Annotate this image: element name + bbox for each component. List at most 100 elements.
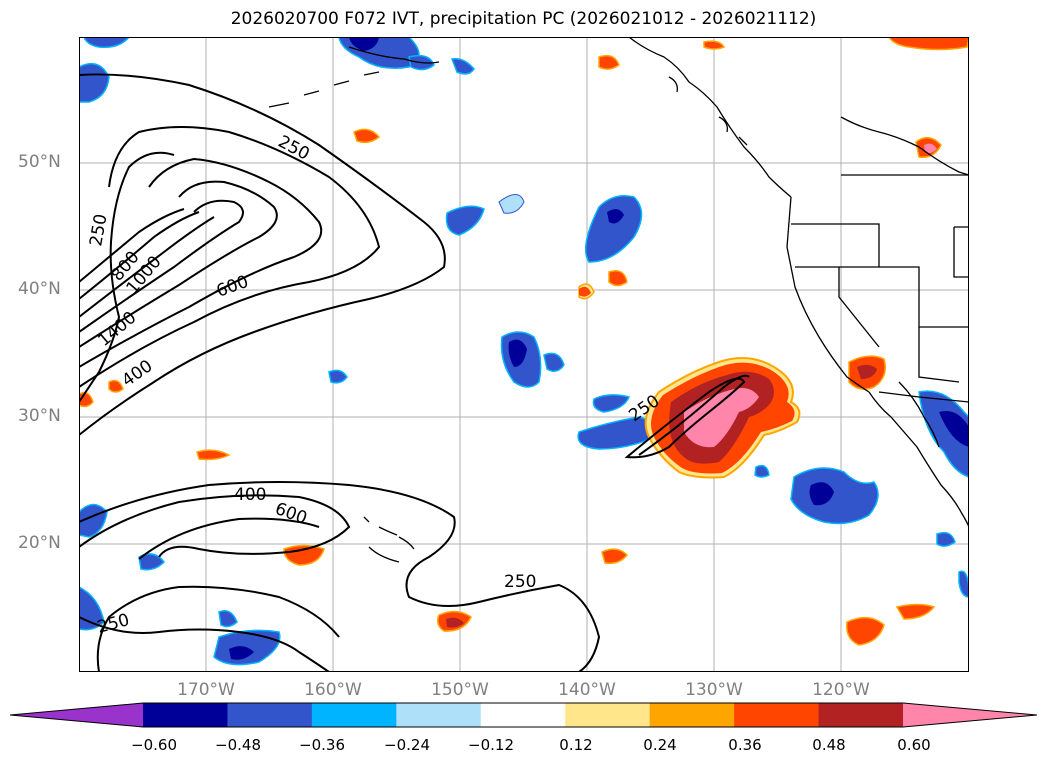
us-west-coast [786, 196, 870, 393]
colorbar-tick-label: 0.12 [559, 736, 593, 754]
precip-patch [895, 603, 936, 620]
ivt-contour-inner [79, 208, 185, 283]
colorbar-tick-label: 0.24 [643, 736, 677, 754]
precip-patch [79, 62, 110, 103]
lon-label-130w: 130°W [685, 680, 743, 700]
gulf-california [898, 381, 940, 448]
lat-label-30n: 30°N [18, 406, 61, 426]
inland-border [840, 116, 969, 176]
colorbar-segment [818, 703, 904, 727]
precip-patch [543, 352, 565, 372]
mexico-border [878, 391, 969, 403]
precip-patch [958, 570, 969, 598]
colorbar-segment [649, 703, 735, 727]
ivt-contour-south-400 [79, 494, 351, 558]
colorbar-outline [10, 702, 1037, 728]
state-border-az [918, 327, 960, 383]
precip-patch [353, 128, 381, 144]
bc-islands [668, 76, 748, 146]
precip-patch [684, 388, 759, 448]
lon-label-140w: 140°W [558, 680, 616, 700]
aleutian-chain [268, 71, 380, 108]
precip-patch [450, 57, 475, 75]
lon-label-150w: 150°W [431, 680, 489, 700]
precip-patch [108, 379, 124, 393]
colorbar-tick-label: 0.60 [897, 736, 931, 754]
ivt-contour-400 [79, 126, 381, 388]
colorbar-segment [396, 703, 482, 727]
precip-patch [608, 270, 628, 287]
lat-label-20n: 20°N [18, 533, 61, 553]
ivt-contour-1000 [79, 199, 244, 333]
state-border-ca-nv [838, 267, 880, 348]
ivt-contour-south-600 [138, 517, 320, 560]
ivt-contour-600 [79, 157, 323, 368]
precip-patch [846, 616, 885, 646]
state-border-wa-or [791, 223, 880, 267]
bc-coast [628, 37, 792, 198]
precip-patch [601, 548, 629, 565]
colorbar-segment [480, 703, 566, 727]
colorbar-tick-label: 0.48 [812, 736, 846, 754]
precip-patch [83, 37, 130, 49]
precip-patch [809, 482, 834, 506]
ivt-contour-east-250 [624, 377, 746, 459]
precip-patch [196, 449, 231, 461]
map-frame [79, 37, 969, 672]
colorbar-tick-label: 0.36 [728, 736, 762, 754]
contour-label-250-west: 250 [86, 212, 111, 247]
precip-patch [498, 194, 525, 214]
precip-patch [607, 209, 624, 224]
colorbar-tick-label: −0.48 [215, 736, 261, 754]
precip-negative-patches [79, 37, 969, 666]
ivt-contour-1200 [79, 216, 215, 318]
ivt-contour-south-250 [79, 481, 601, 672]
precip-patch [703, 40, 726, 50]
map-title: 2026020700 F072 IVT, precipitation PC (2… [230, 9, 817, 29]
precip-patch [790, 467, 879, 525]
ivt-contour-1400 [79, 211, 200, 300]
colorbar-extend-max [903, 703, 1037, 727]
precip-patch [445, 205, 485, 236]
lon-label-160w: 160°W [304, 680, 362, 700]
precip-patch [579, 286, 591, 297]
precip-patch [229, 646, 254, 660]
hawaii-islands [363, 516, 415, 563]
gridlines [79, 37, 969, 672]
colorbar-tick-label: −0.24 [384, 736, 430, 754]
map-panel: 250 250 800 1000 1400 600 400 400 600 25… [79, 37, 969, 672]
contour-label-600-s: 600 [272, 499, 309, 529]
contour-label-400-s: 400 [234, 485, 266, 505]
precip-patch [508, 339, 527, 367]
precip-patch [857, 364, 877, 379]
ivt-contours [79, 73, 750, 672]
colorbar-tick-label: −0.12 [468, 736, 514, 754]
precip-patch [218, 610, 238, 628]
precip-patch [918, 390, 969, 478]
colorbar-tick-label: −0.36 [299, 736, 345, 754]
precip-patch [446, 617, 464, 628]
colorbar-segment [227, 703, 313, 727]
lat-label-40n: 40°N [18, 279, 61, 299]
lon-label-170w: 170°W [177, 680, 235, 700]
precip-positive-patches [79, 37, 969, 646]
state-border-or-ca [795, 266, 969, 328]
border-nm [953, 226, 969, 278]
precip-patch [138, 553, 165, 571]
coastlines [268, 37, 969, 563]
precip-patch [349, 37, 379, 51]
contour-labels: 250 250 800 1000 1400 600 400 400 600 25… [86, 132, 663, 638]
colorbar [10, 702, 1037, 728]
baja-california [868, 391, 969, 528]
ivt-contour-south-lower2 [96, 585, 340, 672]
colorbar-tick-label: −0.60 [131, 736, 177, 754]
precip-patch [584, 195, 643, 263]
precip-patch [936, 531, 956, 547]
contour-label-600-n: 600 [214, 272, 251, 302]
alaska-coast [348, 46, 440, 64]
ivt-contour-250b [79, 151, 175, 403]
lon-label-120w: 120°W [812, 680, 870, 700]
contour-label-250-s: 250 [504, 572, 536, 592]
precip-patch [592, 394, 631, 413]
ivt-contour-south-lower [79, 616, 330, 672]
